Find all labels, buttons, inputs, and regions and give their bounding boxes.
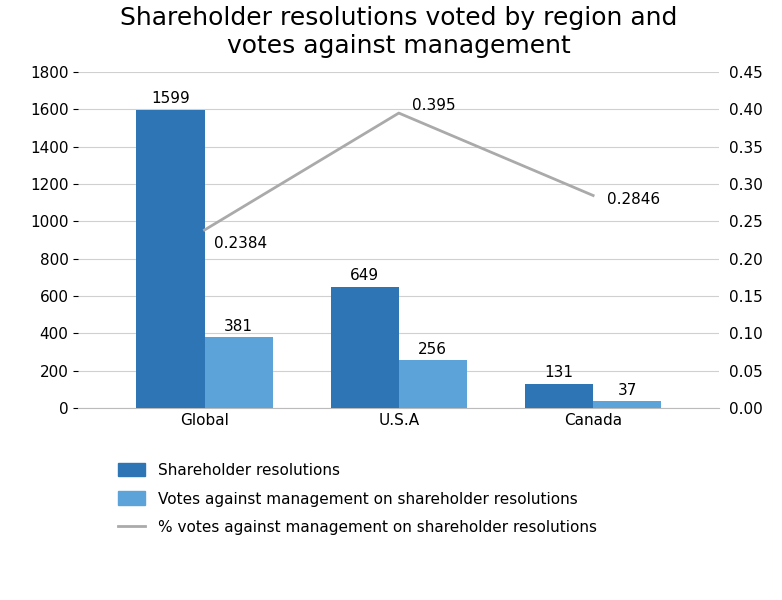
Text: 37: 37: [618, 383, 637, 398]
Text: 1599: 1599: [151, 91, 190, 106]
Text: 131: 131: [544, 365, 574, 380]
Legend: Shareholder resolutions, Votes against management on shareholder resolutions, % : Shareholder resolutions, Votes against m…: [118, 463, 597, 535]
Text: 0.2846: 0.2846: [607, 192, 660, 207]
Bar: [331, 287, 399, 408]
Text: 649: 649: [350, 268, 379, 283]
Bar: [399, 360, 467, 408]
Bar: [593, 401, 661, 408]
Bar: [205, 337, 272, 408]
Text: 256: 256: [418, 342, 447, 357]
Text: 0.2384: 0.2384: [214, 236, 267, 251]
Bar: [137, 110, 205, 408]
Text: 381: 381: [224, 319, 253, 334]
Bar: [526, 383, 593, 408]
Title: Shareholder resolutions voted by region and
votes against management: Shareholder resolutions voted by region …: [120, 6, 677, 58]
Text: 0.395: 0.395: [412, 98, 456, 113]
